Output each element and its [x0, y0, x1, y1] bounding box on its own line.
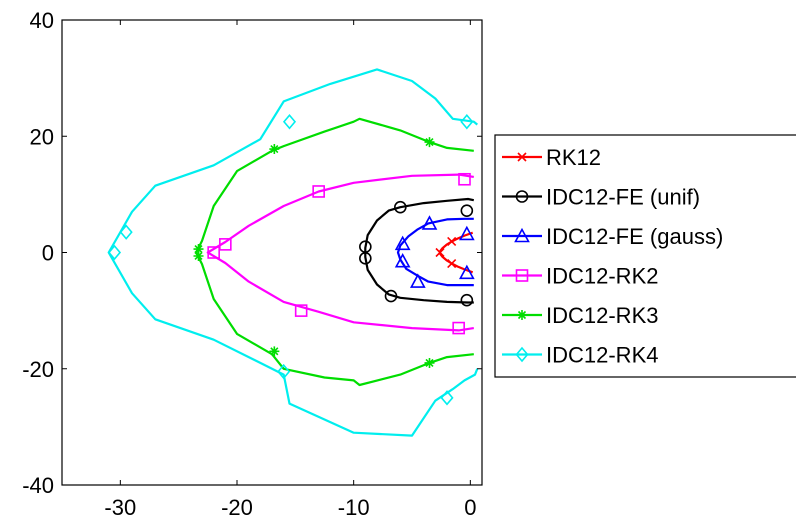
legend-marker-3	[515, 269, 529, 282]
legend-label: RK12	[546, 145, 601, 170]
y-tick-label: -20	[22, 357, 54, 382]
series-marker-0-2	[447, 258, 457, 269]
series-marker-1-0	[460, 204, 474, 217]
legend-entries: RK12 IDC12-FE (unif) IDC12-FE (gauss) IDC12…	[502, 145, 723, 368]
legend-marker-1	[515, 190, 529, 203]
series-marker-2-2	[394, 235, 411, 251]
series-line-2	[396, 217, 474, 287]
series-marker-5-1	[282, 113, 297, 130]
series-line-4	[195, 117, 474, 387]
plot-markers	[107, 113, 475, 406]
legend-label: IDC12-FE (gauss)	[546, 224, 723, 249]
series-marker-2-1	[421, 215, 438, 230]
legend-marker-2	[514, 227, 530, 243]
y-tick-label: 40	[30, 8, 54, 33]
series-marker-4-0	[424, 137, 435, 148]
legend-marker-0	[517, 152, 527, 162]
series-marker-0-1	[435, 247, 445, 258]
x-tick-label: 0	[464, 495, 476, 520]
series-marker-4-1	[269, 144, 280, 155]
series-marker-3-0	[458, 172, 471, 186]
legend-label: IDC12-RK2	[546, 264, 658, 289]
x-tick-label: -20	[221, 495, 253, 520]
series-marker-4-4	[269, 346, 280, 357]
series-marker-2-4	[409, 273, 426, 288]
series-marker-5-2	[119, 224, 133, 240]
legend-marker-5	[515, 346, 529, 363]
series-marker-4-5	[424, 357, 435, 368]
legend: RK12 IDC12-FE (unif) IDC12-FE (gauss) IDC12…	[494, 134, 796, 378]
series-marker-5-4	[277, 363, 291, 380]
legend-marker-4	[517, 310, 527, 320]
series-marker-5-0	[460, 113, 474, 130]
series-marker-3-2	[219, 238, 232, 251]
series-marker-3-4	[294, 304, 308, 317]
series-marker-1-1	[394, 200, 407, 214]
series-marker-4-2	[193, 244, 204, 255]
series-marker-5-5	[440, 390, 454, 406]
series-marker-2-5	[458, 264, 475, 280]
series-marker-0-0	[447, 236, 457, 247]
y-tick-label: -40	[22, 473, 54, 498]
legend-label: IDC12-RK3	[546, 303, 658, 328]
series-marker-2-3	[394, 253, 411, 268]
y-tick-label: 20	[30, 124, 54, 149]
axis-ticks	[62, 19, 482, 486]
x-tick-label: -10	[338, 495, 370, 520]
series-marker-3-5	[452, 321, 465, 335]
x-tick-label: -30	[104, 495, 136, 520]
y-tick-labels: -40 -20 0 20 40	[22, 8, 54, 498]
legend-label: IDC12-RK4	[546, 343, 658, 368]
series-marker-1-3	[359, 252, 372, 265]
series-line-5	[107, 68, 479, 437]
series-marker-5-3	[107, 244, 122, 261]
series-marker-4-3	[193, 250, 204, 261]
legend-box	[494, 134, 796, 378]
x-tick-labels: -30 -20 -10 0	[104, 495, 476, 520]
series-marker-2-0	[458, 225, 475, 241]
legend-label: IDC12-FE (unif)	[546, 185, 700, 210]
y-tick-label: 0	[42, 241, 54, 266]
series-marker-1-5	[460, 293, 474, 307]
series-marker-3-3	[207, 246, 220, 259]
series-marker-1-4	[384, 289, 398, 303]
series-marker-3-1	[312, 185, 325, 198]
